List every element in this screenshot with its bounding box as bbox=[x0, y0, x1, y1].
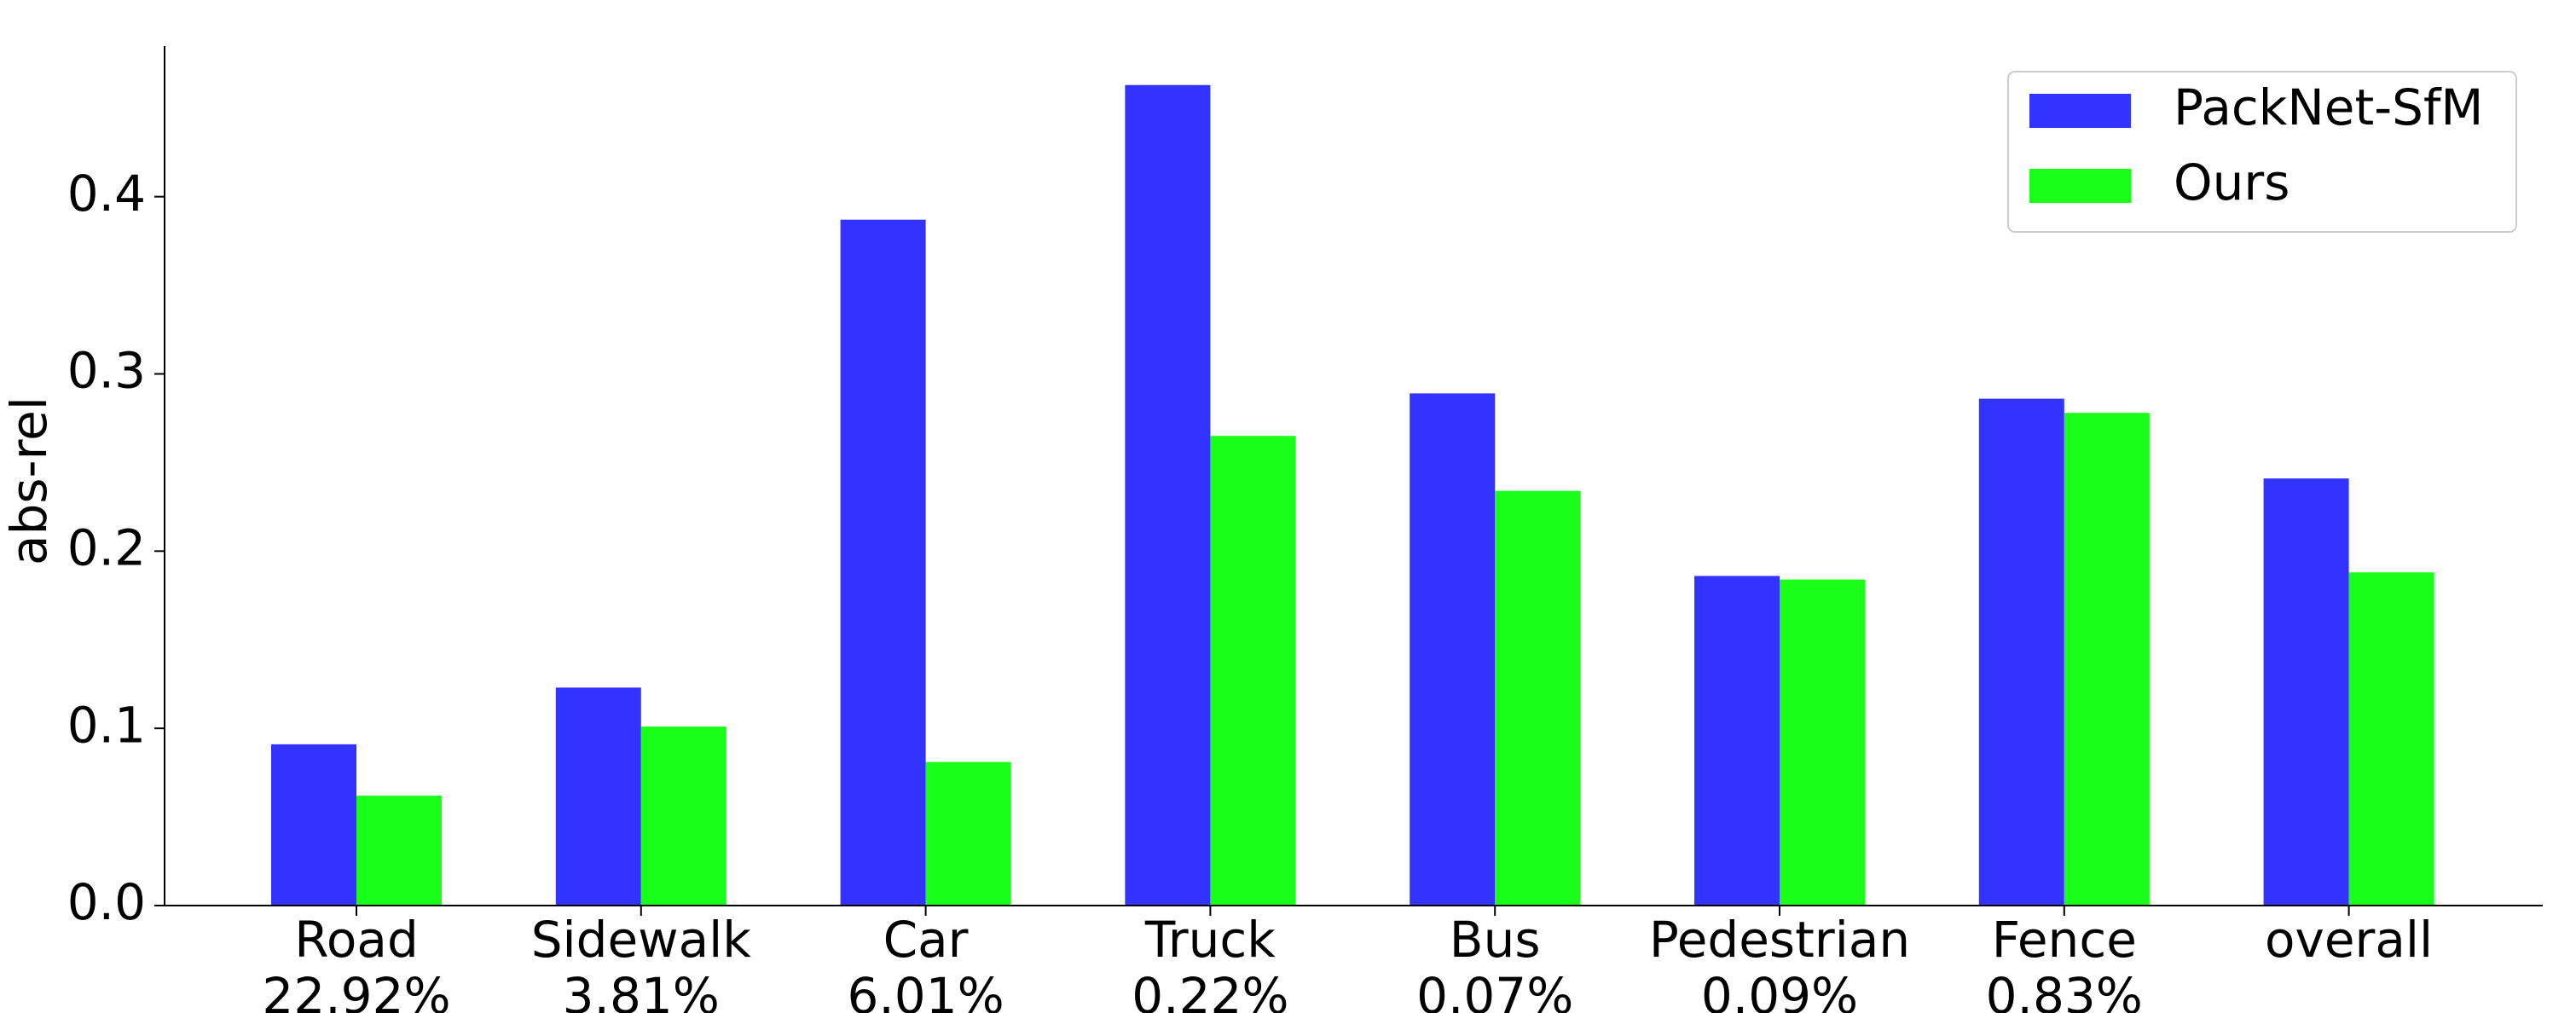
x-tick-label: Pedestrian bbox=[1649, 911, 1910, 969]
x-tick-note: 0.22% bbox=[1132, 967, 1288, 1013]
x-tick-label: Fence bbox=[1992, 911, 2137, 969]
y-tick-label: 0.3 bbox=[67, 342, 146, 400]
y-tick-label: 0.4 bbox=[67, 165, 146, 223]
x-tick-label: Road bbox=[294, 911, 419, 969]
bar bbox=[1495, 490, 1581, 906]
bar bbox=[1978, 398, 2064, 906]
bar bbox=[1125, 84, 1211, 906]
bar bbox=[840, 219, 926, 906]
x-tick-note: 0.07% bbox=[1416, 967, 1573, 1013]
x-tick-label: Car bbox=[883, 911, 969, 969]
x-tick-note: 6.01% bbox=[847, 967, 1004, 1013]
y-tick-label: 0.1 bbox=[67, 696, 146, 754]
bar bbox=[2348, 572, 2434, 906]
bar bbox=[640, 726, 726, 906]
legend-swatch bbox=[2029, 94, 2131, 128]
bar bbox=[1780, 579, 1865, 906]
bar bbox=[555, 687, 641, 906]
x-tick-label: Bus bbox=[1450, 911, 1541, 969]
bar bbox=[925, 761, 1011, 906]
y-axis-label: abs-rel bbox=[0, 397, 58, 565]
bar bbox=[356, 796, 442, 906]
bar bbox=[1410, 393, 1496, 906]
y-tick-label: 0.0 bbox=[67, 873, 146, 931]
y-tick-label: 0.2 bbox=[67, 518, 146, 576]
legend-swatch bbox=[2029, 169, 2131, 203]
bar bbox=[2064, 413, 2150, 906]
x-tick-note: 22.92% bbox=[262, 967, 450, 1013]
legend-label: Ours bbox=[2174, 153, 2289, 211]
x-tick-label: Truck bbox=[1144, 911, 1276, 969]
x-tick-label: Sidewalk bbox=[531, 911, 752, 969]
bar bbox=[2263, 478, 2349, 906]
legend-box bbox=[2007, 71, 2517, 233]
bar bbox=[1210, 436, 1296, 906]
bar bbox=[271, 744, 356, 906]
legend-label: PackNet-SfM bbox=[2174, 78, 2483, 136]
x-tick-note: 0.83% bbox=[1986, 967, 2143, 1013]
x-tick-note: 0.09% bbox=[1701, 967, 1858, 1013]
bar bbox=[1694, 576, 1780, 906]
x-tick-label: overall bbox=[2265, 911, 2433, 969]
x-tick-note: 3.81% bbox=[563, 967, 720, 1013]
